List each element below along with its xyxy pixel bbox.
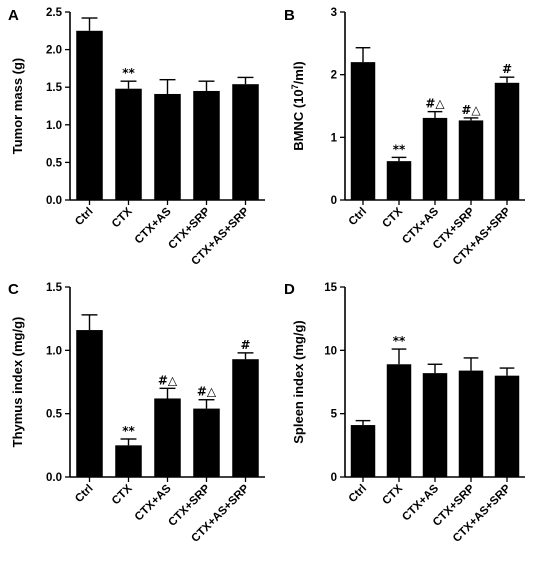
significance-marker: ** <box>393 142 406 156</box>
bar-ctrl <box>76 30 103 200</box>
y-tick-label: 1.0 <box>46 345 62 357</box>
x-tick-label: CTX <box>380 482 405 507</box>
y-tick-label: 15 <box>324 282 337 294</box>
y-tick-label: 1.5 <box>46 82 63 94</box>
x-tick-label: CTX+AS <box>133 205 174 246</box>
y-axis-label: Tumor mass (g) <box>10 58 25 155</box>
y-axis-label-text: Tumor mass (g) <box>10 58 25 155</box>
significance-marker: ** <box>122 66 135 80</box>
significance-marker: # <box>240 338 250 352</box>
bar-ctx-plus-srp <box>458 120 484 200</box>
bar-ctx-plus-as-plus-srp <box>494 82 520 200</box>
bar-ctx-plus-as <box>422 117 448 200</box>
y-tick-label: 2 <box>331 70 337 82</box>
y-axis-label-text: BMNC (10 <box>291 89 306 150</box>
y-tick-label: 10 <box>324 345 337 357</box>
bar-ctrl <box>350 425 376 477</box>
y-tick-label: 0.0 <box>46 472 62 484</box>
panel-letter: C <box>8 281 19 298</box>
y-tick-label: 5 <box>331 409 338 421</box>
y-axis-label: BMNC (107/ml) <box>290 61 306 151</box>
y-tick-label: 0.5 <box>46 157 63 169</box>
significance-marker: ** <box>393 334 406 348</box>
y-tick-label: 1.5 <box>46 282 63 294</box>
bar-ctrl <box>76 330 103 477</box>
significance-marker: #△ <box>425 97 445 111</box>
y-tick-label: 0.5 <box>46 409 63 421</box>
significance-marker: ** <box>122 424 135 438</box>
bar-ctx-plus-as <box>422 373 448 477</box>
panel-letter: B <box>284 7 295 24</box>
bar-ctx <box>386 364 412 477</box>
y-axis-label-text: Spleen index (mg/g) <box>291 320 306 444</box>
bar-ctx-plus-as-plus-srp <box>494 375 520 477</box>
y-tick-label: 2.0 <box>46 45 62 57</box>
significance-marker: #△ <box>197 385 217 399</box>
x-tick-label: Ctrl <box>73 206 95 228</box>
y-tick-label: 1 <box>331 132 338 144</box>
y-axis-label: Spleen index (mg/g) <box>291 320 306 444</box>
bar-ctx-plus-as <box>154 93 181 200</box>
y-tick-label: 2.5 <box>46 7 63 19</box>
bar-ctx-plus-as-plus-srp <box>232 359 259 477</box>
y-tick-label: 1.0 <box>46 120 62 132</box>
x-tick-label: Ctrl <box>347 206 369 228</box>
x-tick-label: CTX <box>110 205 135 230</box>
x-tick-label: Ctrl <box>73 483 95 505</box>
bar-ctx <box>115 445 142 477</box>
panel-letter: D <box>284 281 295 298</box>
bar-ctx <box>386 161 412 200</box>
chart-panel-a: A 0.0 0.5 1.0 1.5 2.0 2.5 Tumor mass (g) Ctrl ** C… <box>8 7 265 268</box>
y-axis-label-text: Thymus index (mg/g) <box>10 317 25 448</box>
x-tick-label: CTX <box>380 205 405 230</box>
bar-ctx <box>115 88 142 200</box>
bar-ctx-plus-as <box>154 398 181 477</box>
x-tick-label: CTX <box>110 482 135 507</box>
x-tick-label: Ctrl <box>347 483 369 505</box>
significance-marker: # <box>502 62 512 76</box>
chart-panel-c: C 0.0 0.5 1.0 1.5 Thymus index (mg/g) Ctrl ** CT… <box>8 281 265 545</box>
y-tick-label: 0 <box>331 472 337 484</box>
significance-marker: #△ <box>158 373 178 387</box>
y-axis-label-superscript: 7 <box>290 84 300 89</box>
y-axis-label: Thymus index (mg/g) <box>10 317 25 448</box>
y-axis-label-suffix: /ml) <box>291 61 306 84</box>
y-tick-label: 0.0 <box>46 195 62 207</box>
bar-ctx-plus-srp <box>458 370 484 477</box>
bar-ctx-plus-srp <box>193 408 220 477</box>
y-tick-label: 3 <box>331 7 337 19</box>
bar-ctx-plus-srp <box>193 90 220 200</box>
x-tick-label: CTX+AS <box>133 482 174 523</box>
bar-ctrl <box>350 62 376 201</box>
significance-marker: #△ <box>461 103 481 117</box>
y-tick-label: 0 <box>331 195 337 207</box>
panel-letter: A <box>8 7 19 24</box>
bar-ctx-plus-as-plus-srp <box>232 84 259 200</box>
